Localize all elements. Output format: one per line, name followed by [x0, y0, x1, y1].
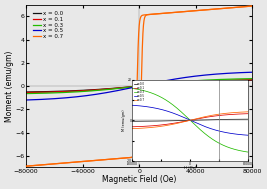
Y-axis label: Moment (emu/gm): Moment (emu/gm)	[5, 50, 14, 122]
X-axis label: Magnetic Field (Oe): Magnetic Field (Oe)	[102, 175, 176, 184]
Legend: x = 0.0, x = 0.1, x = 0.3, x = 0.5, x = 0.7: x = 0.0, x = 0.1, x = 0.3, x = 0.5, x = …	[31, 9, 64, 41]
